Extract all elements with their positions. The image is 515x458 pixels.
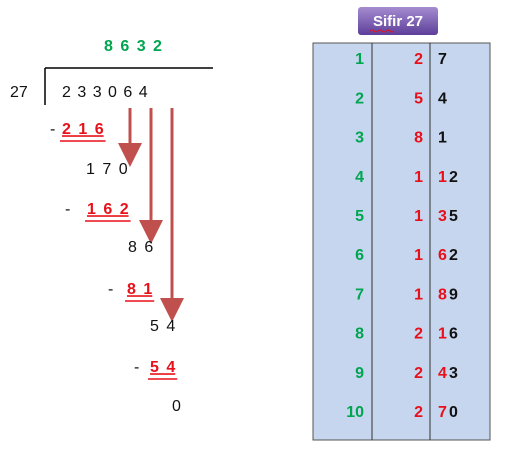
product-carry: 1 — [438, 169, 447, 186]
product-tens: 1 — [414, 208, 423, 225]
subtrahend: 5 4 — [150, 359, 175, 376]
product-carry: 3 — [438, 208, 447, 225]
product-tens: 1 — [414, 247, 423, 264]
minus-sign: - — [108, 281, 113, 298]
product-units: 5 — [449, 208, 458, 225]
product-units: 4 — [438, 90, 447, 107]
table-title-box — [358, 7, 438, 35]
dividend: 2 3 3 0 6 4 — [62, 84, 148, 101]
multiplication-table: Sifir 27 1 2 72 5 43 8 14 1 1 25 1 3 56 1 6 27 1 8 98 2 1 69 2… — [312, 7, 491, 441]
product-tens: 2 — [414, 51, 423, 68]
table-title: Sifir 27 — [373, 13, 423, 30]
multiplier: 10 — [346, 404, 364, 421]
product-units: 3 — [449, 365, 458, 382]
subtrahend: 8 1 — [127, 281, 152, 298]
spell-underline — [369, 29, 395, 33]
divisor: 27 — [10, 84, 28, 101]
multiplier: 5 — [355, 208, 364, 225]
product-units: 0 — [449, 404, 458, 421]
remainder: 1 7 0 — [86, 161, 128, 178]
long-division: 8 6 3 2 27 2 3 3 0 6 4 -2 1 61 7 0- 1 6 2… — [10, 38, 213, 415]
product-tens: 2 — [414, 365, 423, 382]
multiplier: 6 — [355, 247, 364, 264]
product-carry: 6 — [438, 247, 447, 264]
product-carry: 4 — [438, 365, 447, 382]
subtrahend: 2 1 6 — [62, 121, 104, 138]
subtrahend: 1 6 2 — [87, 201, 129, 218]
remainder: 0 — [172, 398, 181, 415]
multiplier: 4 — [355, 169, 364, 186]
multiplier: 2 — [355, 90, 364, 107]
product-units: 2 — [449, 169, 458, 186]
table-body — [312, 42, 491, 441]
product-tens: 5 — [414, 90, 423, 107]
product-units: 9 — [449, 286, 458, 303]
product-units: 6 — [449, 326, 458, 343]
remainder: 5 4 — [150, 318, 175, 335]
remainder: 8 6 — [128, 239, 153, 256]
minus-sign: - — [65, 201, 70, 218]
product-units: 1 — [438, 130, 447, 147]
multiplier: 9 — [355, 365, 364, 382]
product-carry: 1 — [438, 326, 447, 343]
multiplier: 7 — [355, 286, 364, 303]
multiplier: 8 — [355, 326, 364, 343]
product-tens: 2 — [414, 326, 423, 343]
product-carry: 7 — [438, 404, 447, 421]
multiplier: 3 — [355, 130, 364, 147]
product-tens: 2 — [414, 404, 423, 421]
product-units: 7 — [438, 51, 447, 68]
product-tens: 1 — [414, 286, 423, 303]
minus-sign: - — [50, 121, 55, 138]
product-tens: 8 — [414, 130, 423, 147]
product-tens: 1 — [414, 169, 423, 186]
minus-sign: - — [134, 359, 139, 376]
multiplier: 1 — [355, 51, 364, 68]
product-units: 2 — [449, 247, 458, 264]
product-carry: 8 — [438, 286, 447, 303]
quotient: 8 6 3 2 — [104, 38, 162, 55]
